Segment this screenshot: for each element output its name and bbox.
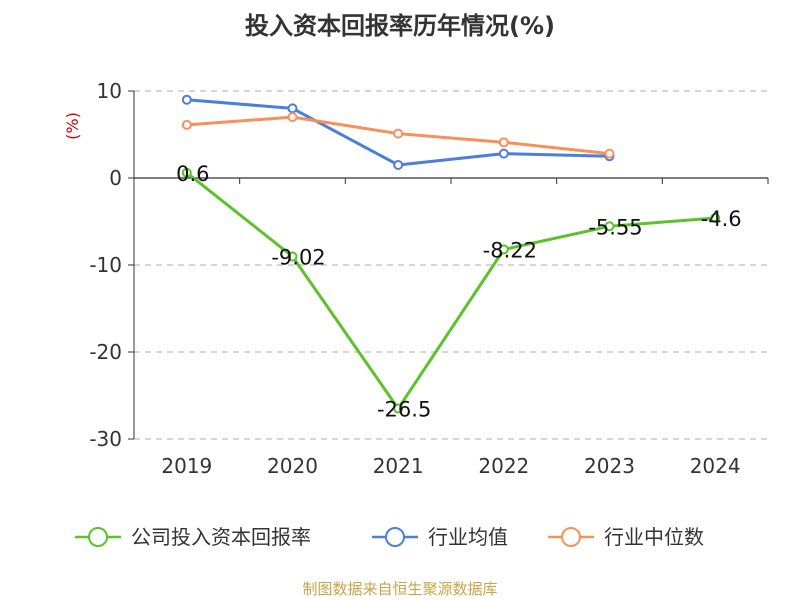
- x-tick-label: 2023: [584, 454, 635, 478]
- series-point-1: [181, 94, 192, 105]
- data-labels: 0.6 -9.02 -26.5 -8.22 -5.55 -4.6: [176, 162, 742, 422]
- x-tick-label: 2022: [478, 454, 529, 478]
- x-tick-label: 2019: [161, 454, 212, 478]
- x-tick-label: 2021: [373, 454, 424, 478]
- series-point-0: [287, 251, 298, 262]
- data-label: -5.55: [588, 215, 642, 239]
- source-note: 制图数据来自恒生聚源数据库: [302, 580, 497, 598]
- series-point-2: [181, 119, 192, 130]
- series-point-0: [498, 244, 509, 255]
- axes: [128, 90, 769, 440]
- data-label: 0.6: [176, 162, 209, 186]
- legend-label: 公司投入资本回报率: [131, 525, 311, 549]
- x-tick-label: 2020: [267, 454, 318, 478]
- chart-title: 投入资本回报率历年情况(%): [245, 12, 555, 40]
- series-point-1: [287, 103, 298, 114]
- legend-label: 行业均值: [428, 525, 508, 549]
- y-tick-label: -10: [89, 253, 122, 277]
- data-label: -4.6: [701, 207, 742, 231]
- x-tick-label: 2024: [690, 454, 741, 478]
- legend-marker: [561, 527, 581, 547]
- series-line-0: [185, 171, 716, 411]
- series-point-0: [393, 403, 404, 414]
- y-tick-label: -30: [89, 427, 122, 451]
- series-point-0: [710, 213, 721, 224]
- legend-label: 行业中位数: [604, 525, 704, 549]
- y-tick-labels: 10 0 -10 -20 -30: [89, 79, 122, 451]
- data-label: -9.02: [271, 245, 325, 269]
- y-tick-label: -20: [89, 340, 122, 364]
- y-tick-label: 10: [97, 79, 122, 103]
- grid-lines: [134, 90, 768, 440]
- series-point-0: [604, 221, 615, 232]
- series-point-2: [393, 128, 404, 139]
- legend-marker: [385, 527, 405, 547]
- series-point-1: [498, 148, 509, 159]
- y-axis-label: (%): [63, 112, 82, 140]
- data-label: -26.5: [377, 398, 431, 422]
- x-tick-labels: 2019 2020 2021 2022 2023 2024: [161, 454, 740, 478]
- series-point-2: [498, 137, 509, 148]
- series-group: [181, 94, 721, 414]
- series-point-2: [287, 112, 298, 123]
- legend: 公司投入资本回报率 行业均值 行业中位数: [75, 525, 704, 549]
- y-tick-label: 0: [109, 166, 122, 190]
- data-label: -8.22: [483, 239, 537, 263]
- legend-marker: [88, 527, 108, 547]
- series-point-1: [393, 159, 404, 170]
- series-point-0: [181, 167, 192, 178]
- series-point-2: [604, 148, 615, 159]
